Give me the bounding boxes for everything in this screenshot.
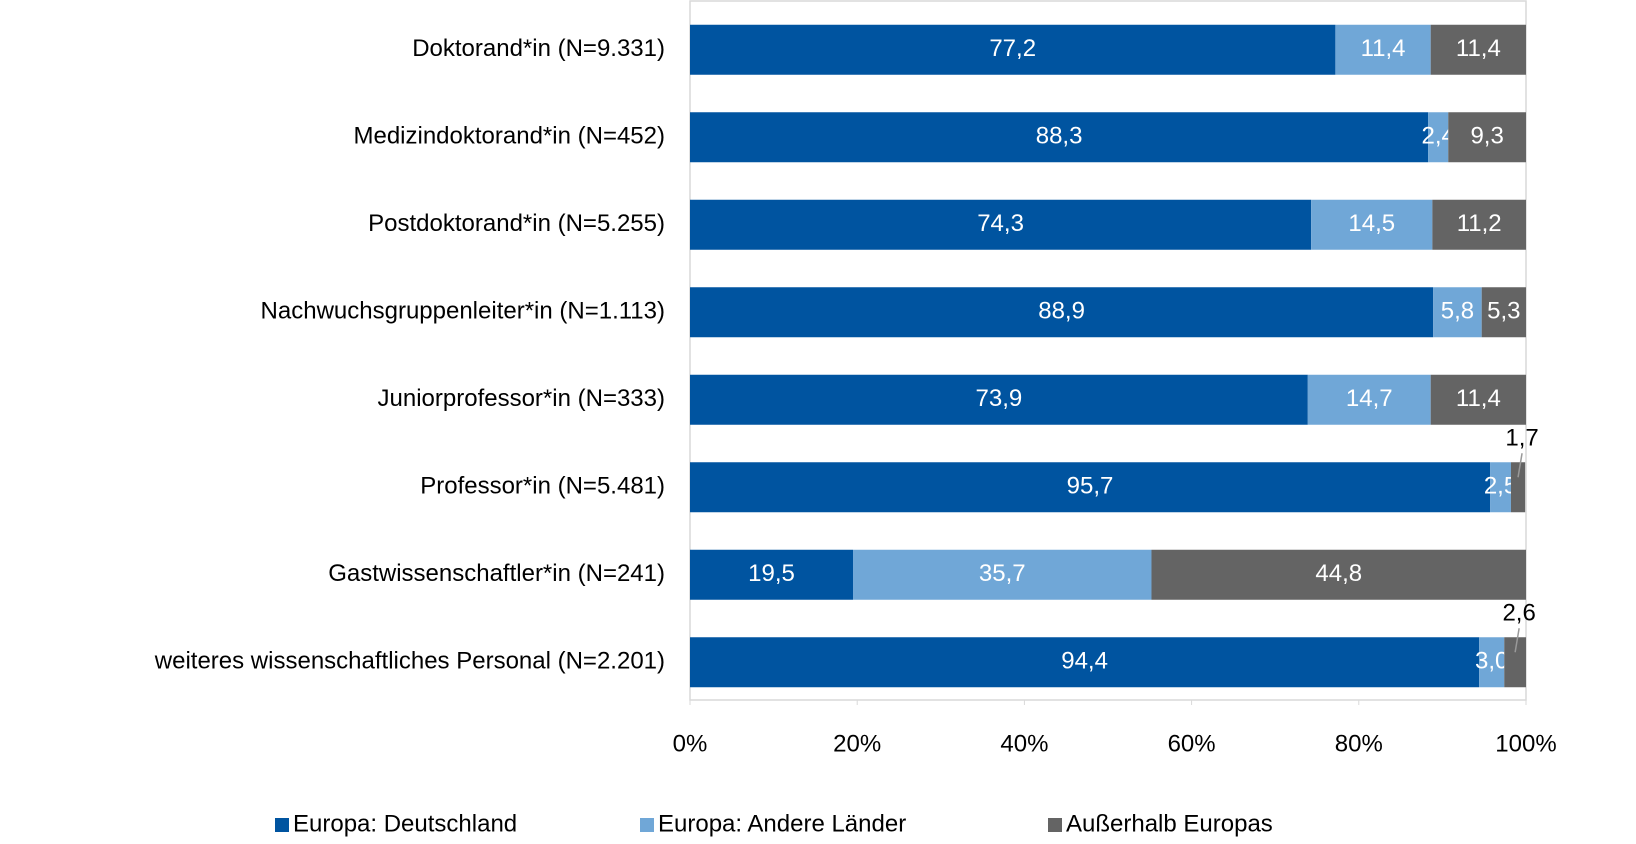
bar-segment: [1428, 112, 1449, 163]
bar-segment: [1490, 462, 1511, 513]
value-label: 44,8: [1315, 560, 1362, 587]
bar-segment: [1430, 374, 1526, 425]
bar-segment: [1433, 287, 1482, 338]
value-label: 88,9: [1038, 298, 1085, 325]
bar-segment: [1307, 374, 1431, 425]
value-label: 73,9: [976, 385, 1023, 412]
value-label: 5,8: [1441, 298, 1474, 325]
leader-line: [1514, 628, 1520, 653]
value-label: 2,6: [1502, 600, 1535, 627]
bar-segment: [1430, 24, 1526, 75]
value-label: 14,5: [1348, 210, 1395, 237]
bar-segment: [1448, 112, 1526, 163]
y-tick-label: Nachwuchsgruppenleiter*in (N=1.113): [261, 298, 665, 325]
x-tick-label: 100%: [1495, 730, 1556, 757]
legend-swatch: [640, 818, 654, 832]
y-tick-label: Professor*in (N=5.481): [420, 473, 665, 500]
x-tick-label: 0%: [673, 730, 708, 757]
x-tick-label: 80%: [1335, 730, 1383, 757]
value-label: 88,3: [1036, 123, 1083, 150]
legend-label: Europa: Andere Länder: [658, 810, 906, 837]
bar-segment: [1311, 199, 1433, 250]
value-label: 11,4: [1456, 35, 1501, 62]
bar-segment: [853, 549, 1152, 600]
value-label: 19,5: [748, 560, 795, 587]
bar-segment: [1479, 637, 1505, 688]
bar-segment: [690, 199, 1312, 250]
y-tick-label: weiteres wissenschaftliches Personal (N=…: [154, 648, 665, 675]
value-label: 74,3: [977, 210, 1024, 237]
x-tick-label: 40%: [1000, 730, 1048, 757]
x-tick-label: 60%: [1168, 730, 1216, 757]
leader-line: [1517, 453, 1523, 478]
value-label: 11,2: [1457, 210, 1502, 237]
y-tick-label: Doktorand*in (N=9.331): [412, 35, 665, 62]
value-label: 5,3: [1487, 298, 1520, 325]
bar-segment: [1504, 637, 1526, 688]
bar-segment: [1335, 24, 1431, 75]
bar-segment: [690, 462, 1491, 513]
x-tick-label: 20%: [833, 730, 881, 757]
value-label: 9,3: [1470, 123, 1503, 150]
bar-segment: [1151, 549, 1526, 600]
legend-swatch: [275, 818, 289, 832]
plot-frame: [689, 0, 1527, 701]
bar-segment: [690, 24, 1336, 75]
y-tick-label: Medizindoktorand*in (N=452): [353, 123, 665, 150]
value-label: 35,7: [979, 560, 1026, 587]
value-label: 77,2: [989, 35, 1036, 62]
y-tick-label: Juniorprofessor*in (N=333): [378, 385, 665, 412]
legend-label: Europa: Deutschland: [293, 810, 517, 837]
bar-segment: [1510, 462, 1526, 513]
bar-segment: [690, 287, 1434, 338]
value-label: 94,4: [1061, 648, 1108, 675]
bar-segment: [1432, 199, 1526, 250]
bar-segment: [690, 549, 854, 600]
value-label: 3,0: [1475, 648, 1508, 675]
bar-segment: [1481, 287, 1526, 338]
bar-segment: [690, 374, 1308, 425]
value-label: 11,4: [1361, 35, 1406, 62]
value-label: 14,7: [1346, 385, 1393, 412]
legend-swatch: [1048, 818, 1062, 832]
bar-segment: [690, 637, 1480, 688]
y-tick-label: Postdoktorand*in (N=5.255): [368, 210, 665, 237]
bar-segment: [690, 112, 1429, 163]
value-label: 1,7: [1505, 425, 1538, 452]
y-tick-label: Gastwissenschaftler*in (N=241): [328, 560, 665, 587]
value-label: 11,4: [1456, 385, 1501, 412]
legend-label: Außerhalb Europas: [1066, 810, 1273, 837]
value-label: 95,7: [1067, 473, 1114, 500]
